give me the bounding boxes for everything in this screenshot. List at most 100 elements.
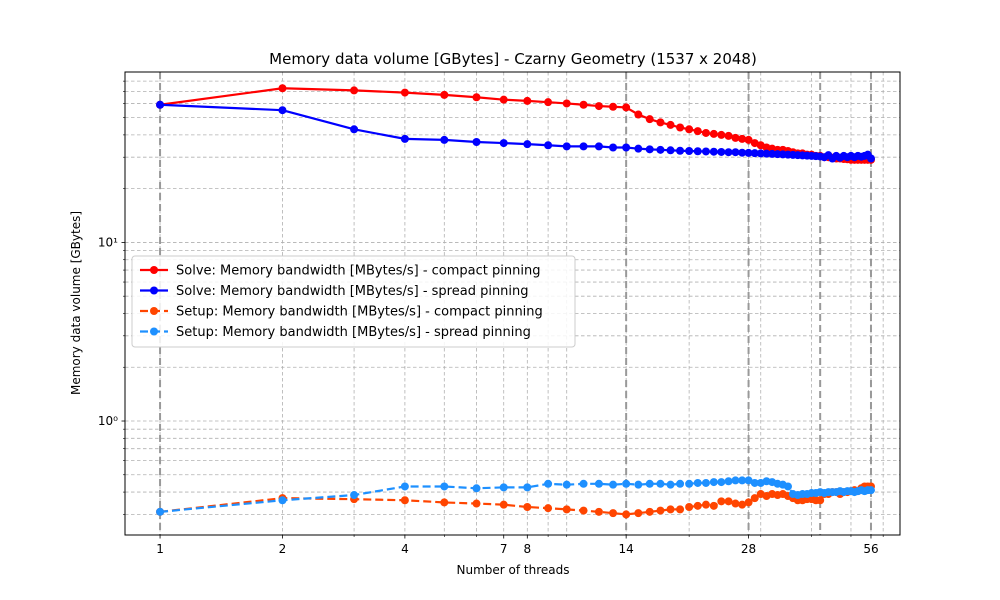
data-point bbox=[693, 147, 702, 156]
data-point bbox=[350, 491, 359, 500]
data-point bbox=[656, 506, 665, 515]
data-point bbox=[783, 482, 792, 491]
data-point bbox=[744, 498, 753, 507]
data-point bbox=[709, 129, 718, 138]
data-point bbox=[693, 127, 702, 136]
data-point bbox=[744, 135, 753, 144]
data-point bbox=[156, 507, 165, 516]
data-point bbox=[634, 509, 643, 518]
data-point bbox=[350, 125, 359, 134]
data-point bbox=[666, 505, 675, 514]
data-point bbox=[594, 507, 603, 516]
data-point bbox=[562, 99, 571, 108]
legend-label: Solve: Memory bandwidth [MBytes/s] - com… bbox=[176, 264, 540, 279]
data-point bbox=[609, 509, 618, 518]
data-point bbox=[645, 115, 654, 124]
data-point bbox=[656, 145, 665, 154]
data-point bbox=[645, 479, 654, 488]
x-tick-label: 2 bbox=[279, 542, 287, 556]
data-point bbox=[400, 134, 409, 143]
legend-marker bbox=[150, 307, 158, 315]
data-point bbox=[685, 502, 694, 511]
data-point bbox=[701, 128, 710, 137]
data-point bbox=[717, 478, 726, 487]
data-point bbox=[685, 147, 694, 156]
x-tick-label: 7 bbox=[500, 542, 508, 556]
data-point bbox=[866, 486, 875, 495]
data-point bbox=[756, 149, 765, 158]
data-point bbox=[645, 145, 654, 154]
data-point bbox=[666, 480, 675, 489]
x-tick-label: 14 bbox=[619, 542, 634, 556]
data-point bbox=[579, 479, 588, 488]
data-point bbox=[709, 501, 718, 510]
data-point bbox=[738, 134, 747, 143]
data-point bbox=[738, 476, 747, 485]
data-point bbox=[579, 506, 588, 515]
data-point bbox=[731, 133, 740, 142]
data-point bbox=[594, 102, 603, 111]
data-point bbox=[762, 149, 771, 158]
data-point bbox=[523, 96, 532, 105]
data-point bbox=[709, 478, 718, 487]
data-point bbox=[278, 106, 287, 115]
data-point bbox=[499, 483, 508, 492]
chart-title: Memory data volume [GBytes] - Czarny Geo… bbox=[269, 50, 757, 68]
data-point bbox=[400, 88, 409, 97]
data-point bbox=[701, 147, 710, 156]
data-point bbox=[666, 146, 675, 155]
data-point bbox=[523, 483, 532, 492]
x-tick-label: 1 bbox=[156, 542, 164, 556]
data-point bbox=[634, 480, 643, 489]
data-point bbox=[622, 479, 631, 488]
x-axis-title: Number of threads bbox=[457, 563, 570, 577]
data-point bbox=[440, 482, 449, 491]
data-point bbox=[579, 100, 588, 109]
data-point bbox=[156, 100, 165, 109]
legend-label: Setup: Memory bandwidth [MBytes/s] - spr… bbox=[176, 325, 531, 340]
data-point bbox=[544, 479, 553, 488]
data-point bbox=[724, 148, 733, 157]
data-point bbox=[562, 480, 571, 489]
legend-box bbox=[131, 255, 576, 348]
data-point bbox=[350, 86, 359, 95]
data-point bbox=[622, 510, 631, 519]
data-point bbox=[717, 497, 726, 506]
data-point bbox=[693, 501, 702, 510]
series-2 bbox=[156, 100, 875, 163]
data-point bbox=[866, 154, 875, 163]
data-point bbox=[750, 494, 759, 503]
data-point bbox=[499, 139, 508, 148]
x-tick-label: 56 bbox=[863, 542, 878, 556]
data-point bbox=[656, 118, 665, 127]
data-point bbox=[717, 147, 726, 156]
data-point bbox=[278, 496, 287, 505]
y-axis-title: Memory data volume [GBytes] bbox=[69, 211, 83, 395]
data-point bbox=[544, 98, 553, 107]
data-point bbox=[676, 146, 685, 155]
data-point bbox=[579, 142, 588, 151]
data-point bbox=[731, 499, 740, 508]
data-point bbox=[440, 498, 449, 507]
legend-label: Solve: Memory bandwidth [MBytes/s] - spr… bbox=[176, 284, 529, 299]
legend-label: Setup: Memory bandwidth [MBytes/s] - com… bbox=[176, 305, 543, 320]
data-point bbox=[676, 479, 685, 488]
x-tick-label: 8 bbox=[523, 542, 531, 556]
data-point bbox=[645, 507, 654, 516]
data-point bbox=[472, 484, 481, 493]
data-point bbox=[400, 496, 409, 505]
data-point bbox=[544, 141, 553, 150]
data-point bbox=[609, 102, 618, 111]
data-point bbox=[666, 120, 675, 129]
data-point bbox=[609, 143, 618, 152]
data-point bbox=[738, 500, 747, 509]
legend-marker bbox=[150, 286, 158, 295]
data-point bbox=[724, 497, 733, 506]
data-point bbox=[685, 125, 694, 134]
data-point bbox=[750, 478, 759, 487]
data-point bbox=[440, 90, 449, 99]
data-point bbox=[634, 110, 643, 119]
data-point bbox=[622, 103, 631, 112]
y-tick-label: 10¹ bbox=[98, 235, 118, 249]
